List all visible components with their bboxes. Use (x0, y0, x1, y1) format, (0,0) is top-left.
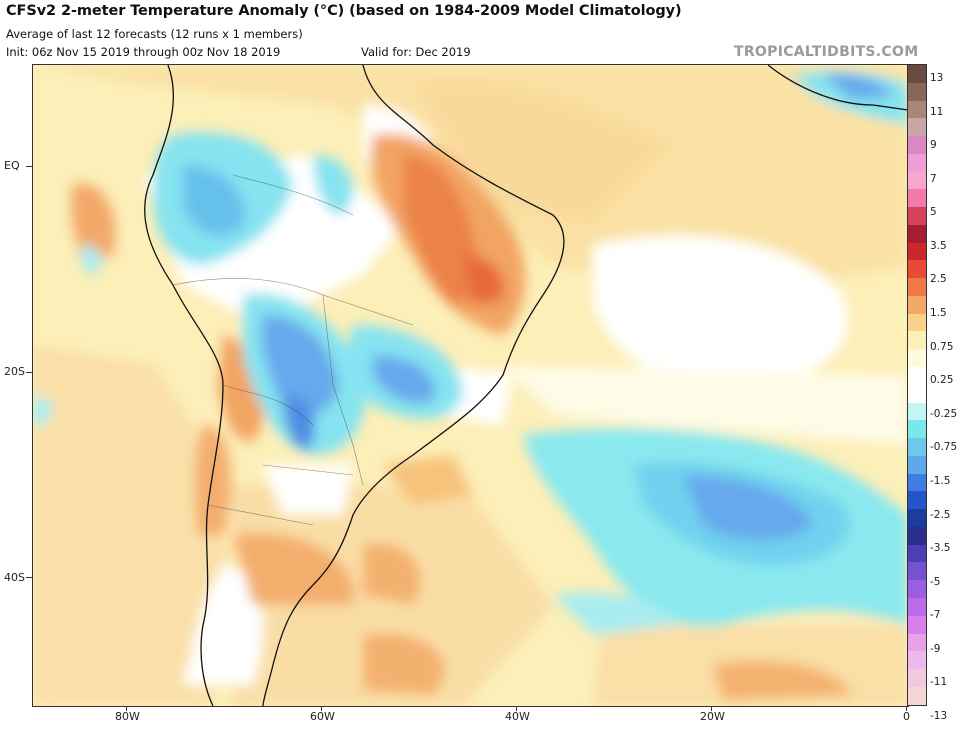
colorbar-swatch (908, 295, 926, 314)
lat-tick-20s (26, 372, 32, 373)
colorbar-label: 2.5 (930, 273, 947, 286)
colorbar-swatch (908, 82, 926, 101)
colorbar-label: 0.25 (930, 374, 954, 387)
anomaly-fields (33, 65, 908, 706)
colorbar-swatch (908, 242, 926, 261)
colorbar-swatch (908, 207, 926, 225)
lon-label-20w: 20W (700, 710, 725, 723)
chart-subtitle: Average of last 12 forecasts (12 runs x … (6, 27, 303, 41)
colorbar-swatch (908, 438, 926, 456)
colorbar-label: 9 (930, 139, 937, 152)
colorbar-label: 0.75 (930, 340, 954, 353)
lat-tick-eq (26, 166, 32, 167)
colorbar-swatch (908, 402, 926, 421)
colorbar-swatch (908, 118, 926, 137)
colorbar-swatch (908, 473, 926, 492)
colorbar-swatch (908, 313, 926, 332)
colorbar-label: -0.75 (930, 441, 957, 454)
valid-time: Valid for: Dec 2019 (361, 45, 471, 59)
colorbar-swatch (908, 420, 926, 439)
lat-label-20s: 20S (4, 365, 25, 378)
colorbar-label: -2.5 (930, 508, 951, 521)
borders (172, 174, 414, 526)
lon-label-80w: 80W (115, 710, 140, 723)
colorbar-swatch (908, 491, 926, 510)
chart-header: CFSv2 2-meter Temperature Anomaly (°C) (… (0, 0, 957, 64)
colorbar-label: 7 (930, 172, 937, 185)
colorbar-swatch (908, 455, 926, 474)
colorbar-swatch (908, 136, 926, 154)
lon-label-60w: 60W (310, 710, 335, 723)
colorbar-label: -3.5 (930, 542, 951, 555)
colorbar-swatch (908, 189, 926, 208)
colorbar-label: -9 (930, 642, 941, 655)
colorbar-swatch (908, 349, 926, 368)
colorbar-swatch (908, 367, 926, 385)
colorbar-swatch (908, 260, 926, 279)
colorbar-label: -11 (930, 676, 948, 689)
colorbar-label: -7 (930, 609, 941, 622)
colorbar-swatch (908, 651, 926, 670)
colorbar-label: 1.5 (930, 307, 947, 320)
colorbar-swatch (908, 331, 926, 350)
init-time: Init: 06z Nov 15 2019 through 00z Nov 18… (6, 45, 281, 59)
anomaly-map (32, 64, 909, 707)
colorbar-swatch (908, 171, 926, 190)
colorbar-label: -5 (930, 575, 941, 588)
colorbar-label: 5 (930, 206, 937, 219)
colorbar-swatch (908, 686, 926, 705)
colorbar-swatch (908, 633, 926, 652)
colorbar-swatch (908, 384, 926, 403)
colorbar-label: 3.5 (930, 239, 947, 252)
colorbar-swatch (908, 597, 926, 616)
lat-label-40s: 40S (4, 571, 25, 584)
colorbar-swatch (908, 669, 926, 687)
lon-tick-0 (906, 706, 907, 711)
lon-tick-80w (126, 706, 127, 711)
colorbar-swatch (908, 509, 926, 527)
colorbar-label: -1.5 (930, 474, 951, 487)
colorbar (907, 64, 927, 706)
brand-watermark: TROPICALTIDBITS.COM (734, 44, 919, 60)
colorbar-swatch (908, 100, 926, 119)
colorbar-label: -0.25 (930, 407, 957, 420)
colorbar-swatch (908, 580, 926, 598)
colorbar-label: 11 (930, 105, 944, 118)
lon-label-40w: 40W (505, 710, 530, 723)
lon-tick-40w (516, 706, 517, 711)
colorbar-swatch (908, 526, 926, 545)
colorbar-swatch (908, 544, 926, 563)
lon-label-0: 0 (903, 710, 910, 723)
lat-label-eq: EQ (4, 159, 20, 172)
colorbar-label: 13 (930, 72, 944, 84)
lon-tick-20w (711, 706, 712, 711)
colorbar-swatch (908, 153, 926, 172)
colorbar-swatch (908, 615, 926, 634)
colorbar-swatch (908, 278, 926, 296)
chart-title: CFSv2 2-meter Temperature Anomaly (°C) (… (6, 3, 682, 19)
lon-tick-60w (321, 706, 322, 711)
colorbar-swatch (908, 224, 926, 243)
colorbar-label: -13 (930, 710, 948, 722)
colorbar-swatch (908, 562, 926, 581)
lat-tick-40s (26, 577, 32, 578)
colorbar-swatch (908, 65, 926, 83)
